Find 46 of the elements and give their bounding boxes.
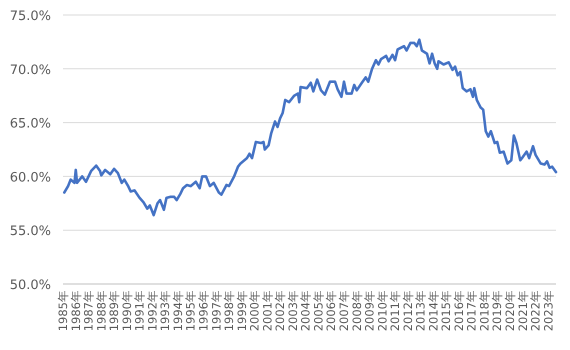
x-tick-label: 2010年 — [375, 290, 390, 332]
y-tick-label: 60.0% — [10, 170, 51, 186]
x-tick-label: 2004年 — [298, 290, 313, 332]
x-tick-label: 2016年 — [452, 290, 466, 332]
x-tick-label: 2012年 — [400, 290, 415, 332]
y-tick-label: 65.0% — [10, 116, 51, 132]
x-tick-label: 2003年 — [286, 290, 300, 332]
x-tick-label: 2021年 — [516, 290, 530, 332]
x-tick-label: 1987年 — [82, 290, 96, 332]
x-tick-label: 2000年 — [248, 290, 262, 332]
y-tick-label: 55.0% — [10, 224, 51, 240]
x-tick-label: 2017年 — [464, 290, 479, 332]
x-tick-label: 2002年 — [273, 290, 288, 332]
x-tick-label: 2014年 — [426, 290, 440, 332]
x-tick-label: 1990年 — [120, 290, 134, 332]
x-tick-label: 2022年 — [528, 290, 543, 332]
x-tick-label: 1997年 — [209, 290, 224, 332]
x-tick-label: 2023年 — [541, 290, 556, 332]
x-tick-label: 1999年 — [234, 290, 249, 332]
x-tick-label: 1986年 — [68, 290, 83, 332]
x-tick-label: 2005年 — [311, 290, 326, 332]
x-tick-label: 1994年 — [170, 290, 185, 332]
x-tick-label: 2020年 — [503, 290, 518, 332]
x-tick-label: 2009年 — [362, 290, 377, 332]
line-series — [62, 38, 558, 216]
x-tick-label: 1989年 — [107, 290, 122, 332]
x-tick-label: 2008年 — [350, 290, 364, 332]
x-tick-label: 2018年 — [477, 290, 492, 332]
x-tick-label: 1988年 — [94, 290, 108, 332]
x-tick-label: 2019年 — [490, 290, 504, 332]
y-tick-label: 50.0% — [10, 278, 51, 293]
y-tick-label: 75.0% — [10, 9, 51, 24]
x-tick-label: 1995年 — [184, 290, 198, 332]
x-tick-label: 1991年 — [132, 290, 147, 332]
x-tick-label: 1992年 — [145, 290, 160, 332]
x-tick-label: 2011年 — [388, 290, 402, 332]
x-tick-label: 1996年 — [196, 290, 210, 332]
x-tick-label: 1998年 — [222, 290, 236, 332]
x-tick-label: 2007年 — [336, 290, 351, 332]
x-tick-label: 2013年 — [414, 290, 428, 332]
x-tick-label: 2006年 — [324, 290, 338, 332]
y-tick-label: 70.0% — [10, 62, 51, 78]
x-tick-label: 2015年 — [439, 290, 454, 332]
x-tick-label: 1993年 — [158, 290, 172, 332]
x-tick-label: 2001年 — [260, 290, 274, 332]
x-tick-label: 1985年 — [56, 290, 70, 332]
